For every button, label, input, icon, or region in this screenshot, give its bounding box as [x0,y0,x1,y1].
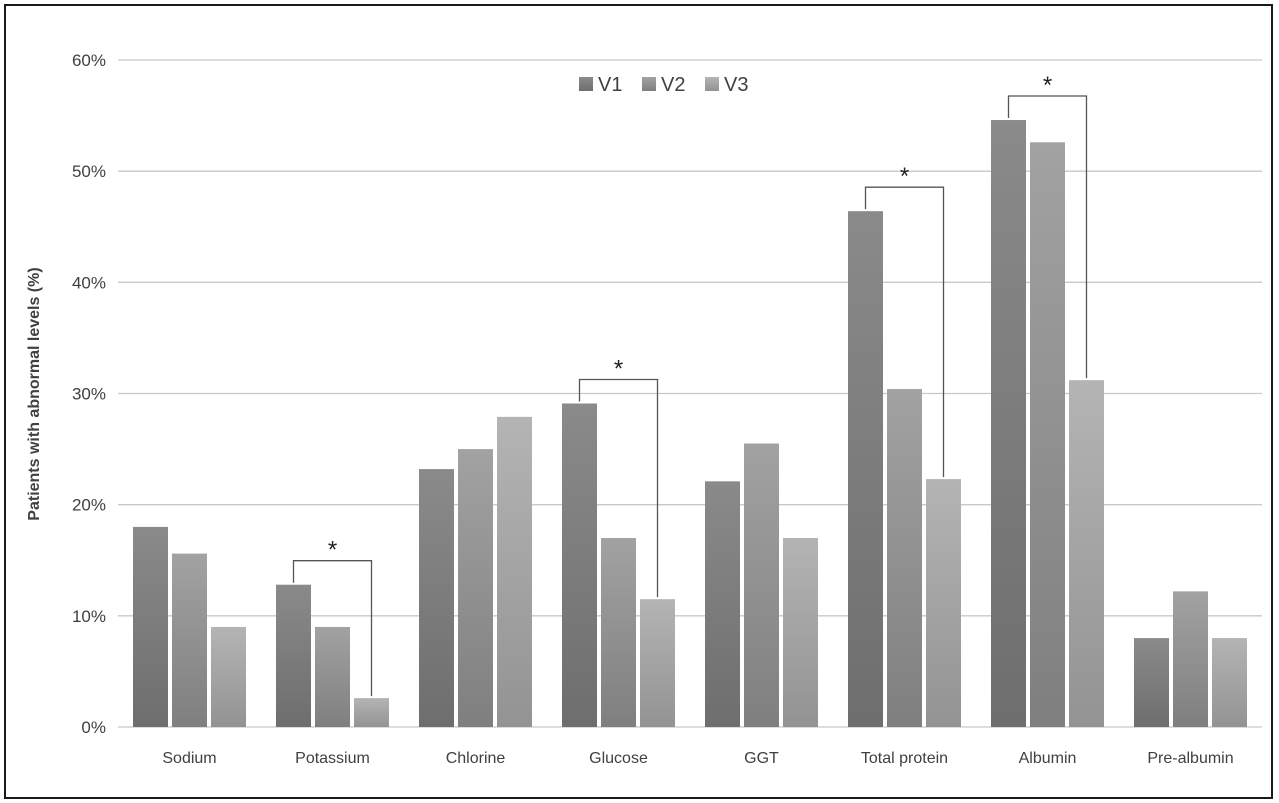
legend-swatch-v1 [579,77,593,91]
significance-star: * [328,537,337,564]
bar-v1-total-protein [848,211,883,728]
y-tick-label: 60% [72,51,106,70]
bar-v1-potassium [276,584,311,727]
y-tick-label: 30% [72,385,106,404]
significance-star: * [614,356,623,383]
bar-v3-ggt [783,538,818,727]
y-tick-label: 0% [81,718,106,737]
bars [133,120,1247,728]
bar-v3-potassium [354,698,389,727]
significance-star: * [1043,72,1052,99]
bar-v2-pre-albumin [1173,591,1208,727]
legend: V1 V2 V3 [579,74,748,96]
bar-v1-chlorine [419,469,454,727]
bar-v3-total-protein [926,479,961,727]
y-tick-label: 50% [72,162,106,181]
significance-bracket [864,186,945,478]
bar-v2-potassium [315,626,350,727]
x-category-label: Chlorine [446,750,506,767]
significance-brackets: * * * * [292,72,1088,697]
significance-bracket [578,378,659,598]
bar-v2-glucose [601,538,636,727]
y-axis-label: Patients with abnormal levels (%) [26,267,43,520]
x-category-label: GGT [744,750,779,767]
bar-v2-albumin [1030,142,1065,728]
significance-bracket [1007,95,1088,379]
x-category-label: Pre-albumin [1147,750,1233,767]
bar-v1-ggt [705,481,740,727]
legend-label-v2: V2 [661,74,685,96]
bar-v3-sodium [211,626,246,727]
significance-bracket [292,560,373,697]
bar-v2-sodium [172,553,207,727]
x-category-label: Albumin [1019,750,1077,767]
bar-v2-chlorine [458,449,493,727]
y-axis-ticks: 0% 10% 20% 30% 40% 50% 60% [72,51,106,737]
significance-star: * [900,163,909,190]
bar-v2-total-protein [887,389,922,727]
x-category-label: Sodium [162,750,216,767]
legend-label-v3: V3 [724,74,748,96]
bar-v3-glucose [640,599,675,727]
bar-v1-pre-albumin [1134,638,1169,727]
x-category-label: Total protein [861,750,948,767]
bar-v1-sodium [133,526,168,727]
y-tick-label: 20% [72,496,106,515]
legend-label-v1: V1 [598,74,622,96]
x-category-label: Glucose [589,750,648,767]
bar-v3-chlorine [497,416,532,727]
bar-v1-albumin [991,120,1026,727]
y-tick-label: 40% [72,273,106,292]
y-tick-label: 10% [72,607,106,626]
legend-swatch-v3 [705,77,719,91]
x-axis-categories: Sodium Potassium Chlorine Glucose GGT Total p… [162,750,1233,767]
bar-v3-pre-albumin [1212,638,1247,727]
legend-swatch-v2 [642,77,656,91]
bar-v2-ggt [744,443,779,727]
bar-v1-glucose [562,403,597,727]
x-category-label: Potassium [295,750,370,767]
bar-v3-albumin [1069,380,1104,727]
